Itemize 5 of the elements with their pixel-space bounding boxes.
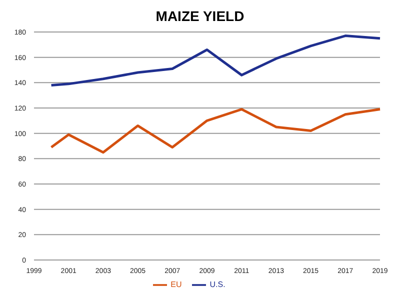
chart-title: MAIZE YIELD (154, 8, 246, 26)
line-series (50, 34, 382, 86)
line-series (50, 108, 382, 154)
legend-label: EU (170, 280, 182, 290)
legend-label: U.S. (210, 280, 226, 290)
